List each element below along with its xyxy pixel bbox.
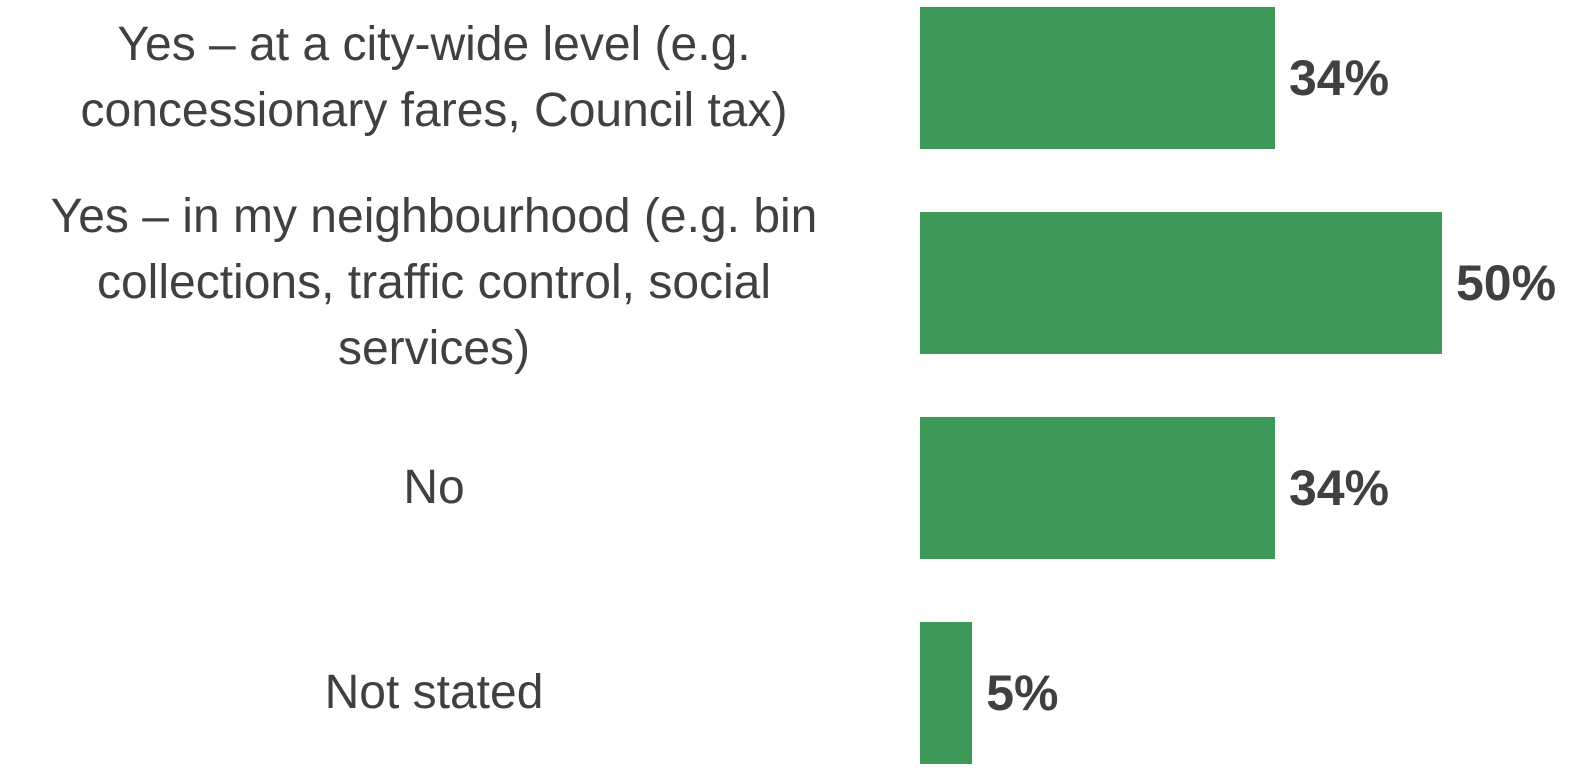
bar-neighbourhood: [920, 212, 1442, 354]
category-label-no: No: [403, 461, 465, 514]
value-label-not-stated: 5%: [986, 665, 1059, 721]
category-label-not-stated: Not stated: [324, 666, 544, 719]
category-label-city-wide: Yes – at a city-wide level (e.g. concess…: [80, 18, 788, 137]
value-label-neighbourhood: 50%: [1456, 255, 1557, 311]
category-label-neighbourhood: Yes – in my neighbourhood (e.g. bin coll…: [50, 190, 818, 375]
bar-no: [920, 417, 1275, 559]
bar-city-wide: [920, 7, 1275, 149]
value-label-no: 34%: [1288, 460, 1390, 516]
value-label-city-wide: 34%: [1288, 50, 1390, 106]
bar-not-stated: [920, 622, 973, 764]
